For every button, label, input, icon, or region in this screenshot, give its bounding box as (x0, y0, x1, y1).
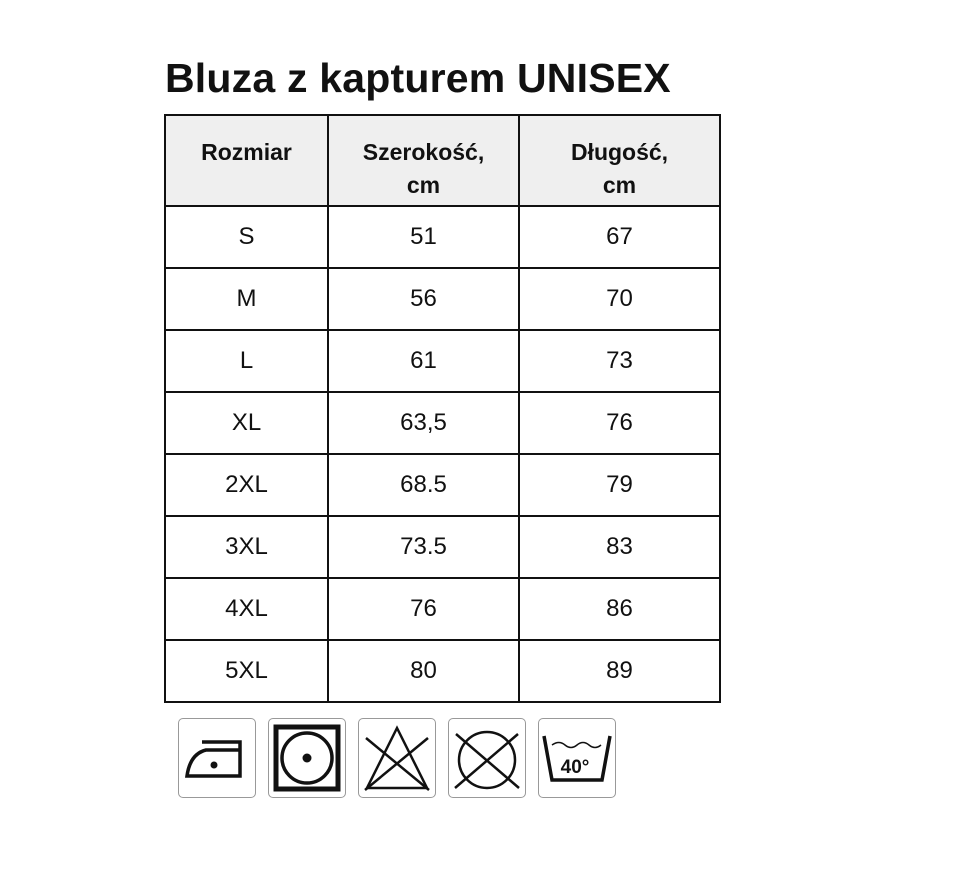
table-row: 2XL 68.5 79 (164, 453, 721, 517)
table-row: XL 63,5 76 (164, 391, 721, 455)
cell-size: 4XL (164, 577, 329, 641)
care-icons: 40° (178, 718, 616, 798)
wash-temp-label: 40° (561, 757, 590, 778)
cell-width: 76 (327, 577, 520, 641)
header-length: Długość, cm (518, 114, 721, 207)
table-row: M 56 70 (164, 267, 721, 331)
table-header-row: Rozmiar Szerokość, cm Długość, cm (164, 114, 721, 207)
cell-length: 70 (518, 267, 721, 331)
cell-size: 2XL (164, 453, 329, 517)
table-row: 4XL 76 86 (164, 577, 721, 641)
wash-40-icon: 40° (538, 718, 616, 798)
cell-size: 3XL (164, 515, 329, 579)
cell-length: 76 (518, 391, 721, 455)
cell-length: 86 (518, 577, 721, 641)
table-row: S 51 67 (164, 205, 721, 269)
header-unit: cm (602, 172, 637, 198)
cell-length: 89 (518, 639, 721, 703)
cell-length: 83 (518, 515, 721, 579)
cell-size: M (164, 267, 329, 331)
table-row: 3XL 73.5 83 (164, 515, 721, 579)
cell-width: 63,5 (327, 391, 520, 455)
cell-width: 68.5 (327, 453, 520, 517)
cell-width: 56 (327, 267, 520, 331)
header-unit: cm (406, 172, 441, 198)
cell-width: 51 (327, 205, 520, 269)
do-not-bleach-icon (358, 718, 436, 798)
size-table: Rozmiar Szerokość, cm Długość, cm S 51 67 M 56… (164, 114, 721, 703)
page-title: Bluza z kapturem UNISEX (165, 55, 671, 101)
cell-length: 73 (518, 329, 721, 393)
cell-width: 80 (327, 639, 520, 703)
header-text: Rozmiar (201, 139, 292, 165)
table-row: L 61 73 (164, 329, 721, 393)
header-text: Szerokość, (362, 139, 485, 165)
cell-size: S (164, 205, 329, 269)
cell-size: 5XL (164, 639, 329, 703)
cell-size: XL (164, 391, 329, 455)
tumble-dry-low-icon (268, 718, 346, 798)
header-size: Rozmiar (164, 114, 329, 207)
cell-width: 61 (327, 329, 520, 393)
header-text: Długość, (570, 139, 669, 165)
cell-size: L (164, 329, 329, 393)
cell-width: 73.5 (327, 515, 520, 579)
iron-low-temp-icon (178, 718, 256, 798)
cell-length: 79 (518, 453, 721, 517)
header-width: Szerokość, cm (327, 114, 520, 207)
do-not-dry-clean-icon (448, 718, 526, 798)
cell-length: 67 (518, 205, 721, 269)
table-row: 5XL 80 89 (164, 639, 721, 703)
